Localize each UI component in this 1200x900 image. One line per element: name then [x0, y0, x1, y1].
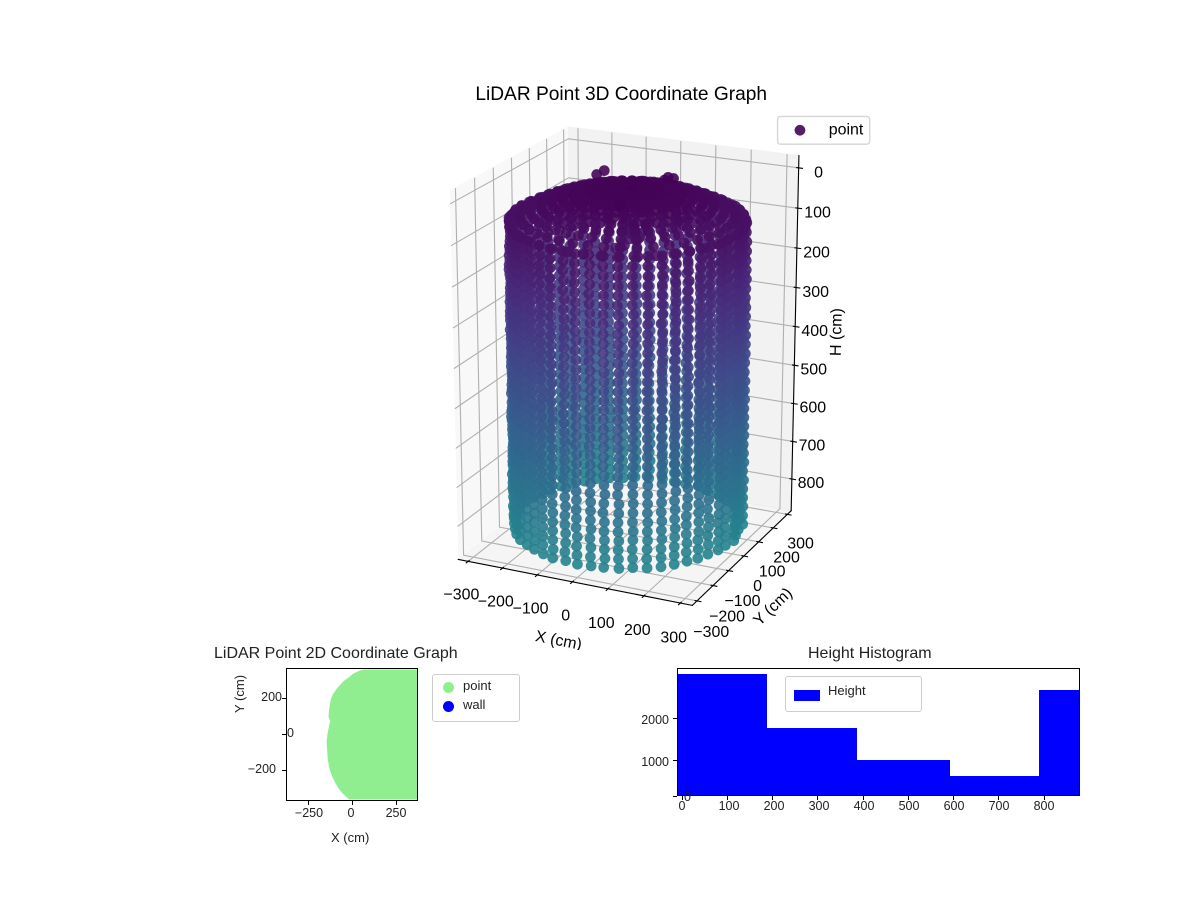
svg-text:300: 300: [802, 284, 829, 301]
svg-text:−100: −100: [724, 593, 760, 610]
svg-text:100: 100: [588, 615, 615, 632]
svg-text:0: 0: [561, 608, 570, 625]
svg-text:800: 800: [798, 475, 825, 492]
svg-text:−200: −200: [709, 608, 745, 625]
svg-text:300: 300: [660, 629, 687, 646]
svg-text:500: 500: [800, 361, 827, 378]
svg-text:−100: −100: [513, 601, 549, 618]
svg-text:H (cm): H (cm): [828, 308, 846, 356]
svg-text:0: 0: [814, 164, 823, 181]
svg-text:−200: −200: [478, 594, 514, 611]
svg-text:−300: −300: [693, 624, 729, 641]
svg-text:LiDAR Point 3D Coordinate Grap: LiDAR Point 3D Coordinate Graph: [475, 84, 767, 105]
svg-text:300: 300: [787, 536, 814, 553]
svg-text:−300: −300: [443, 587, 479, 604]
svg-text:200: 200: [624, 622, 651, 639]
svg-text:600: 600: [799, 400, 826, 417]
svg-text:200: 200: [803, 244, 830, 261]
svg-text:700: 700: [799, 437, 826, 454]
svg-text:point: point: [829, 121, 864, 138]
svg-text:100: 100: [804, 205, 831, 222]
svg-text:0: 0: [753, 578, 762, 595]
svg-text:400: 400: [801, 323, 828, 340]
